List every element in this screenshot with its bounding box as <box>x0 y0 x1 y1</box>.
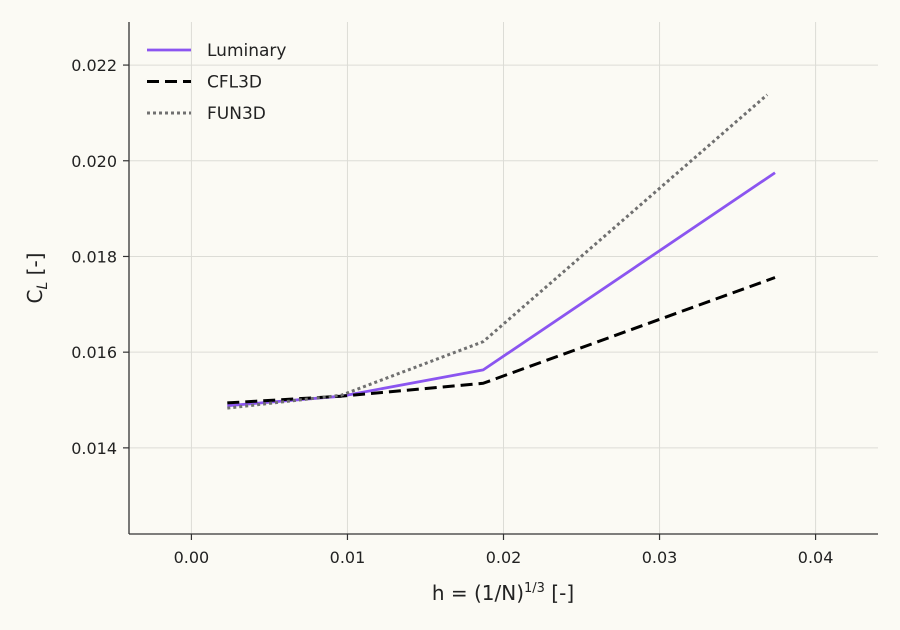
legend-label-fun3d: FUN3D <box>207 104 266 124</box>
y-axis-label: CL [-] <box>23 253 51 304</box>
x-tick-label: 0.04 <box>798 548 834 567</box>
legend-label-cfl3d: CFL3D <box>207 73 262 93</box>
grid <box>129 22 878 534</box>
y-tick-label: 0.020 <box>71 152 117 171</box>
x-axis-label: h = (1/N)1/3 [-] <box>432 581 574 605</box>
legend-label-luminary: Luminary <box>207 41 286 61</box>
y-tick-label: 0.014 <box>71 439 117 458</box>
y-tick-label: 0.016 <box>71 343 117 362</box>
x-tick-label: 0.03 <box>642 548 678 567</box>
series-lines <box>227 93 776 410</box>
x-tick-label: 0.00 <box>174 548 210 567</box>
x-tick-label: 0.02 <box>486 548 522 567</box>
series-line-luminary <box>227 171 776 408</box>
series-line-cfl3d <box>227 276 776 405</box>
y-tick-label: 0.022 <box>71 56 117 75</box>
y-tick-label: 0.018 <box>71 247 117 266</box>
x-tick-label: 0.01 <box>330 548 366 567</box>
legend: Luminary CFL3D FUN3D <box>147 41 286 124</box>
ticks: 0.00 0.01 0.02 0.03 0.04 0.014 0.016 0.018 0.020… <box>71 56 833 567</box>
